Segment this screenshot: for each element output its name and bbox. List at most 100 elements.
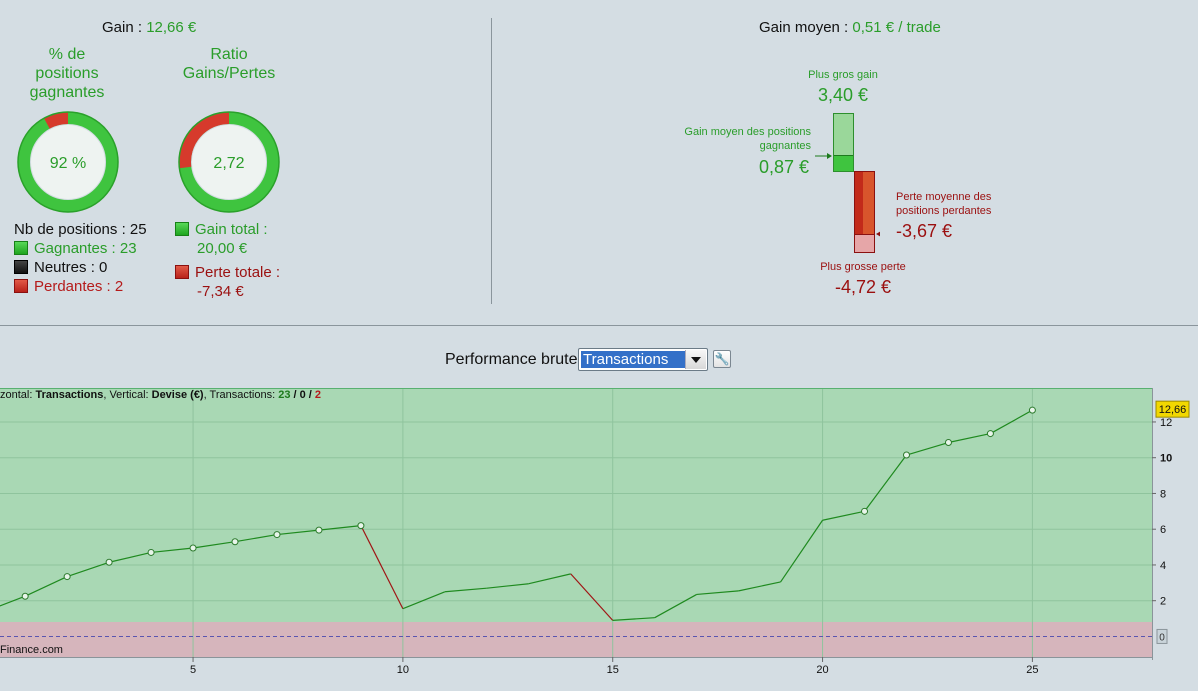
series-segment-up bbox=[318, 525, 361, 531]
avg-gain-bar bbox=[834, 155, 853, 171]
ratio-donut: 2,72 bbox=[178, 111, 280, 213]
red-swatch-icon bbox=[14, 279, 28, 293]
positive-area bbox=[0, 388, 1152, 622]
series-segment-up bbox=[276, 529, 320, 536]
gain-moyen-value: 0,51 € / trade bbox=[852, 19, 941, 36]
y-tick-label: 8 bbox=[1160, 488, 1166, 500]
ratio-title: Ratio Gains/Pertes bbox=[170, 45, 288, 83]
axis-info-prefix: zontal: bbox=[0, 389, 36, 401]
series-segment-down bbox=[360, 525, 404, 610]
gain-moyen-positions-label: Gain moyen des positions gagnantes bbox=[660, 125, 811, 153]
last-value-badge bbox=[1155, 400, 1190, 418]
series-segment-up bbox=[990, 409, 1033, 435]
gain-moyen-positions-label-line2: gagnantes bbox=[759, 140, 811, 152]
data-point bbox=[986, 430, 994, 438]
win-rate-title: % de positions gagnantes bbox=[18, 45, 116, 102]
win-rate-title-line2: positions bbox=[35, 65, 99, 82]
series-segment-down bbox=[570, 573, 614, 621]
x-tick-label: 15 bbox=[607, 664, 619, 676]
y-tick-label: 6 bbox=[1160, 524, 1166, 536]
series-segment-up bbox=[444, 587, 487, 593]
positions-count: Nb de positions : 25 bbox=[14, 221, 147, 238]
win-rate-donut-value: 92 % bbox=[50, 155, 86, 172]
gain-moyen-positions-value: 0,87 € bbox=[759, 157, 810, 177]
x-tick-label: 20 bbox=[816, 664, 828, 676]
series-segment-up bbox=[192, 541, 236, 549]
perte-totale-label: Perte totale : bbox=[195, 264, 281, 281]
perte-moyenne-label-line2: positions perdantes bbox=[896, 205, 992, 217]
wrench-icon: 🔧 bbox=[714, 352, 730, 366]
data-point bbox=[902, 451, 910, 459]
axis-info-vertical: Devise (€) bbox=[151, 389, 204, 401]
y-tick-label: 2 bbox=[1160, 596, 1166, 608]
gain-total: Gain total : bbox=[175, 220, 268, 239]
series-segment-up bbox=[24, 576, 68, 597]
series-segment-up bbox=[654, 593, 697, 619]
gain-value: 12,66 € bbox=[146, 19, 197, 36]
vertical-divider bbox=[491, 18, 492, 304]
y-tick-label: 4 bbox=[1160, 560, 1166, 572]
green-swatch-icon bbox=[175, 222, 189, 236]
axis-info-horizontal: Transactions bbox=[35, 389, 104, 401]
legend-winners: Gagnantes : 23 bbox=[14, 239, 137, 258]
zero-label-badge bbox=[1156, 628, 1168, 644]
green-swatch-icon bbox=[14, 241, 28, 255]
winners-label: Gagnantes : 23 bbox=[34, 240, 137, 257]
x-tick-label: 5 bbox=[190, 664, 196, 676]
ratio-title-line1: Ratio bbox=[210, 46, 248, 63]
axis-info-mid: , Vertical: bbox=[103, 389, 152, 401]
last-value-label: 12,66 bbox=[1159, 404, 1187, 416]
series-segment-up bbox=[108, 551, 152, 563]
axis-info-tx-label: , Transactions: bbox=[203, 389, 279, 401]
series-segment-up bbox=[864, 454, 907, 512]
gain-moyen-label: Gain moyen : bbox=[759, 19, 849, 36]
data-point bbox=[861, 507, 869, 515]
negative-area bbox=[0, 622, 1152, 657]
ratio-donut-loss-arc bbox=[179, 112, 230, 169]
y-tick-label: 12 bbox=[1160, 417, 1172, 429]
neutral-label: Neutres : 0 bbox=[34, 259, 108, 276]
performance-mode-select[interactable]: Transactions bbox=[578, 348, 708, 371]
series-segment-up bbox=[151, 547, 194, 554]
series-segment-up bbox=[234, 533, 278, 543]
black-swatch-icon bbox=[14, 260, 28, 274]
data-point bbox=[189, 544, 197, 552]
series-segment-up bbox=[66, 561, 110, 578]
gain-loss-bars bbox=[815, 113, 880, 253]
series-segment-up bbox=[486, 583, 529, 589]
axis-info-sep1: / bbox=[290, 389, 300, 401]
perte-moyenne-label-line1: Perte moyenne des bbox=[896, 191, 992, 203]
chart-axis-info: zontal: Transactions, Vertical: Devise (… bbox=[0, 389, 321, 401]
win-rate-donut-losing-arc bbox=[43, 112, 69, 129]
series-segment-up bbox=[612, 617, 655, 621]
chevron-down-icon[interactable] bbox=[685, 350, 706, 369]
data-point bbox=[21, 592, 29, 600]
series-segment-up bbox=[0, 595, 26, 607]
horizontal-divider bbox=[0, 325, 1198, 326]
gain-total-label: Gain total : bbox=[195, 221, 268, 238]
series-segment-up bbox=[906, 441, 949, 456]
axis-info-sep2: / bbox=[305, 389, 315, 401]
plus-gros-gain-label: Plus gros gain bbox=[808, 69, 878, 81]
performance-mode-value: Transactions bbox=[581, 351, 689, 368]
win-rate-title-line3: gagnantes bbox=[29, 84, 105, 101]
y-tick-label: 10 bbox=[1160, 453, 1172, 465]
performance-title: Performance brute bbox=[445, 351, 578, 368]
legend-neutral: Neutres : 0 bbox=[14, 258, 107, 277]
win-rate-title-line1: % de bbox=[48, 46, 86, 63]
gain-label: Gain : bbox=[102, 19, 143, 36]
series-segment-up bbox=[948, 432, 991, 444]
ratio-donut-value: 2,72 bbox=[213, 155, 244, 172]
series-segment-up bbox=[402, 591, 446, 610]
gain-summary: Gain : 12,66 € bbox=[102, 19, 196, 36]
perte-moyenne-label: Perte moyenne des positions perdantes bbox=[896, 190, 991, 218]
data-point bbox=[147, 548, 155, 556]
settings-button[interactable]: 🔧 bbox=[713, 350, 731, 368]
red-swatch-icon bbox=[175, 265, 189, 279]
plus-grosse-perte-label: Plus grosse perte bbox=[820, 261, 906, 273]
data-point bbox=[944, 439, 952, 447]
axis-info-tx-neutral: 0 bbox=[299, 389, 306, 401]
gain-moyen-positions-label-line1: Gain moyen des positions bbox=[684, 126, 811, 138]
data-point bbox=[1028, 406, 1036, 414]
